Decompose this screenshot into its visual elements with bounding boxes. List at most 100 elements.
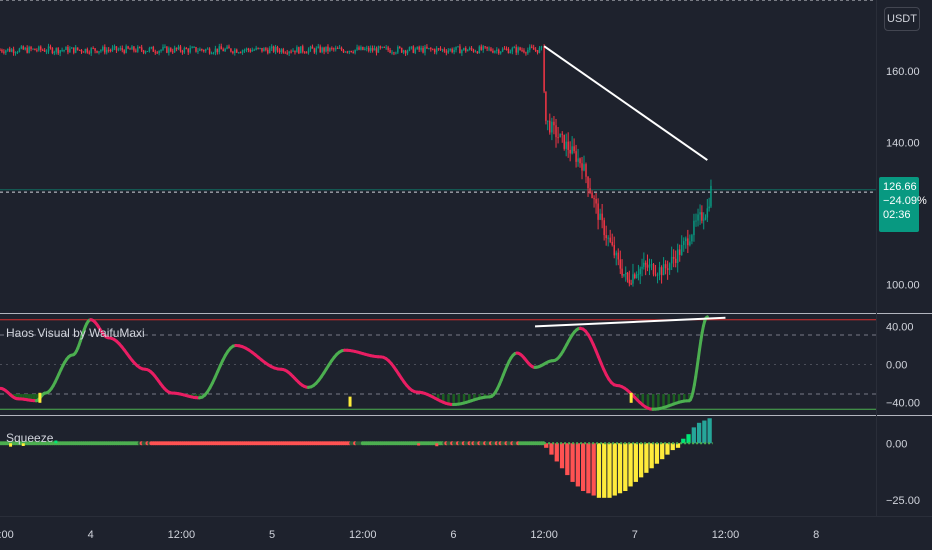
haos-histogram-bar <box>452 394 455 405</box>
candle-body <box>499 51 502 54</box>
candle-body <box>321 47 323 53</box>
candle-body <box>426 46 428 49</box>
candle-body <box>102 46 104 51</box>
candle-body <box>693 220 695 236</box>
candle-body <box>617 252 620 260</box>
candle-body <box>272 46 275 52</box>
candle-body <box>228 46 230 49</box>
candle-body <box>276 46 279 51</box>
haos-histogram-bar <box>442 394 445 403</box>
candle-body <box>301 46 304 52</box>
candle-body <box>611 241 613 246</box>
candle-body <box>697 214 699 221</box>
candle-body <box>199 48 201 51</box>
haos-histogram-bar <box>27 394 31 400</box>
candle-body <box>422 47 424 53</box>
squeeze-histogram-bar <box>575 443 580 487</box>
haos-histogram-bar <box>662 394 665 408</box>
candle-body <box>201 48 203 51</box>
candle-body <box>115 46 118 51</box>
candle-body <box>214 48 217 53</box>
candle-body <box>1 49 3 52</box>
candle-body <box>158 50 160 54</box>
haos-histogram-bar <box>683 394 686 402</box>
candle-body <box>317 46 320 48</box>
haos-marker <box>629 392 633 403</box>
candle-body <box>660 267 663 276</box>
candle-body <box>519 47 521 51</box>
candle-body <box>615 252 617 256</box>
candle-body <box>613 245 615 256</box>
candle-body <box>639 268 641 275</box>
candle-body <box>573 146 575 152</box>
candle-body <box>224 48 226 52</box>
candle-body <box>160 49 162 51</box>
candle-body <box>336 48 339 50</box>
candle-body <box>565 141 567 149</box>
candle-body <box>150 46 153 49</box>
candle-body <box>3 51 5 53</box>
haos-histogram-bar <box>447 394 450 404</box>
candle-body <box>628 279 631 284</box>
candle-body <box>399 46 401 48</box>
candle-body <box>676 249 679 263</box>
candle-body <box>61 50 63 52</box>
time-axis-tick: 12:00 <box>349 529 377 541</box>
currency-button[interactable]: USDT <box>884 7 920 31</box>
candle-body <box>34 48 36 51</box>
candle-body <box>699 212 701 215</box>
candle-body <box>315 47 318 53</box>
candle-body <box>559 133 561 138</box>
candle-body <box>154 51 156 53</box>
candle-body <box>274 46 277 52</box>
candle-body <box>680 245 683 255</box>
candle-body <box>187 49 189 53</box>
squeeze-histogram-bar <box>628 443 633 487</box>
time-axis-tick: 6 <box>450 529 456 541</box>
time-axis-tick: 8 <box>813 529 819 541</box>
candle-body <box>111 47 114 51</box>
candle-body <box>685 238 687 242</box>
candle-body <box>472 49 475 52</box>
candle-body <box>268 48 271 54</box>
squeeze-histogram-bar <box>565 443 570 476</box>
candle-body <box>650 264 653 266</box>
candle-body <box>249 50 252 52</box>
candle-body <box>179 46 182 51</box>
squeeze-title[interactable]: Squeeze <box>6 431 54 445</box>
candle-body <box>474 51 477 53</box>
candle-body <box>641 266 643 269</box>
haos-histogram-bar <box>667 394 670 406</box>
candle-body <box>369 48 372 51</box>
candle-body <box>507 48 510 54</box>
candle-body <box>236 49 238 53</box>
candle-body <box>226 46 228 49</box>
candle-body <box>98 51 100 53</box>
candle-body <box>375 48 378 53</box>
haos-axis-tick: −40.00 <box>886 398 920 410</box>
candle-body <box>59 50 61 54</box>
candle-body <box>278 50 281 53</box>
squeeze-histogram-bar <box>607 443 612 498</box>
candle-body <box>30 47 32 50</box>
haos-visual-title[interactable]: Haos Visual by WaifuMaxi <box>6 326 145 340</box>
candle-body <box>38 46 40 51</box>
candle-body <box>623 274 625 276</box>
candle-body <box>443 49 446 52</box>
candle-body <box>71 47 73 49</box>
candle-body <box>670 256 673 264</box>
candle-body <box>105 49 108 53</box>
candle-body <box>92 48 94 50</box>
squeeze-histogram-bar <box>665 443 670 455</box>
candle-body <box>175 47 178 50</box>
candle-body <box>599 213 601 220</box>
candle-body <box>441 49 444 51</box>
candle-body <box>32 48 34 50</box>
squeeze-histogram-bar <box>602 443 607 498</box>
candle-body <box>166 46 168 53</box>
candle-body <box>5 50 7 53</box>
candle-body <box>476 51 479 54</box>
haos-line-segment <box>695 357 700 370</box>
candle-body <box>348 50 351 53</box>
